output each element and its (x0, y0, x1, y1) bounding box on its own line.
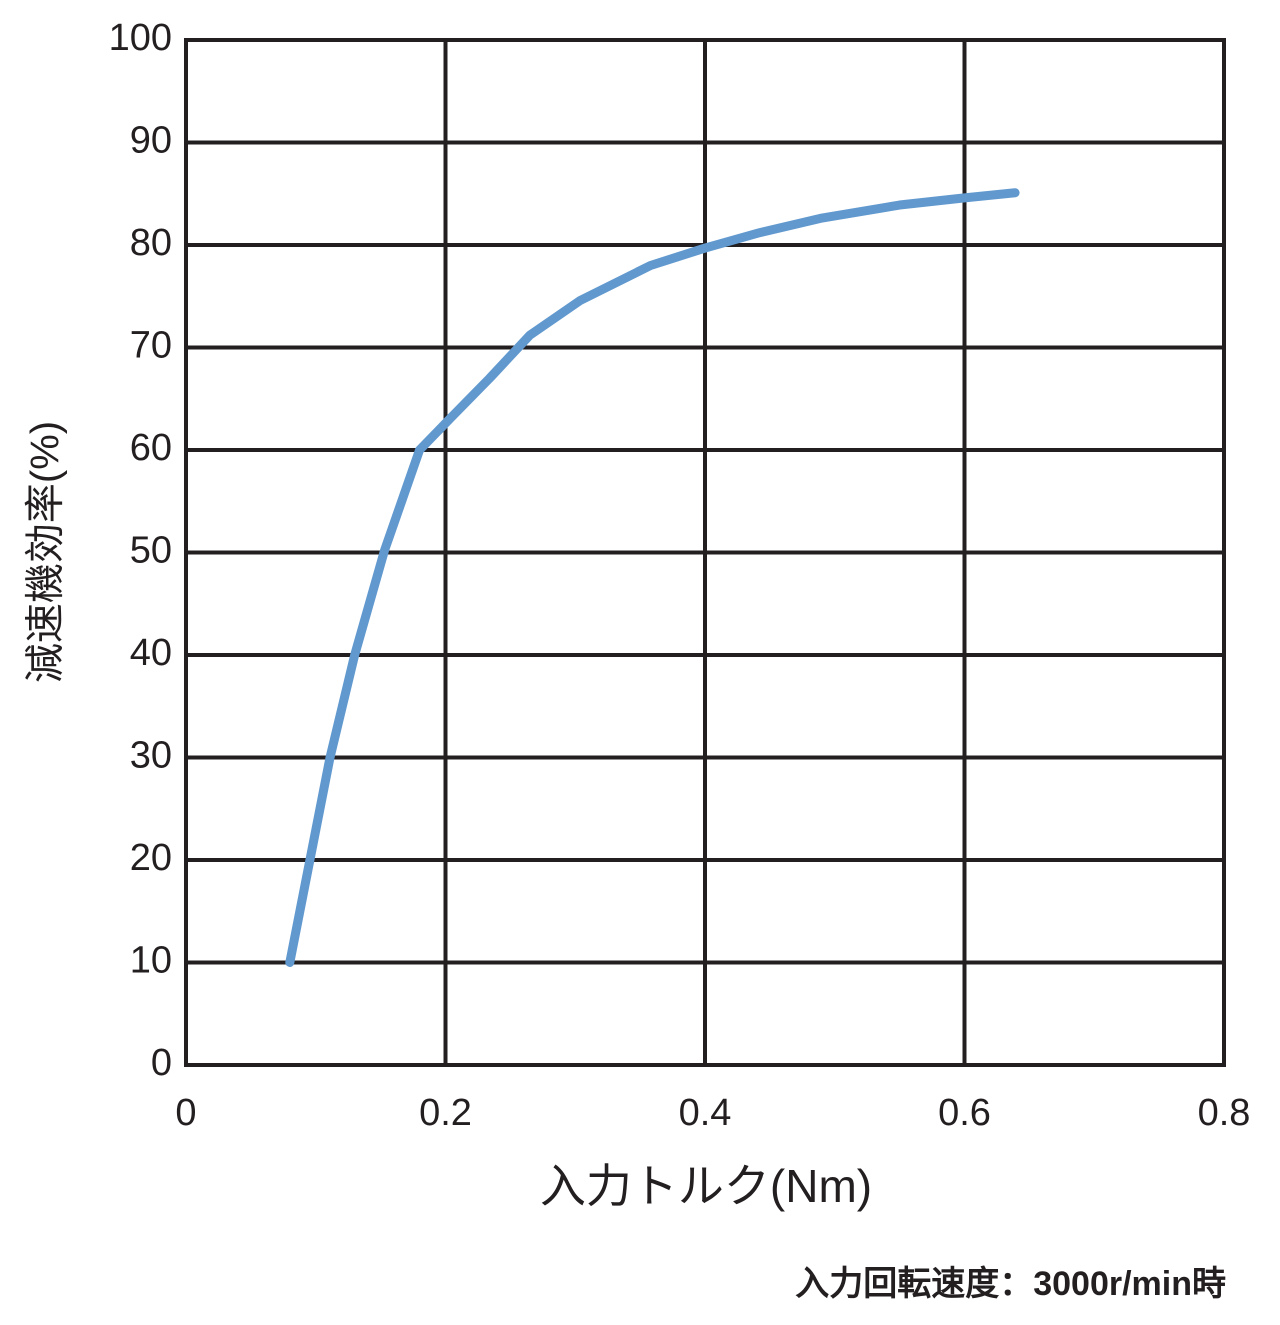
y-tick-label: 50 (130, 530, 172, 572)
x-tick-label: 0.6 (938, 1092, 991, 1134)
x-tick-label: 0.4 (679, 1092, 732, 1134)
y-tick-label: 90 (130, 120, 172, 162)
x-axis-label: 入力トルク(Nm) (540, 1160, 872, 1212)
x-tick-label: 0.2 (419, 1092, 472, 1134)
x-tick-label: 0 (175, 1092, 196, 1134)
y-tick-label: 70 (130, 325, 172, 367)
y-tick-label: 60 (130, 427, 172, 469)
x-tick-label: 0.8 (1198, 1092, 1251, 1134)
y-tick-label: 30 (130, 735, 172, 777)
note: 入力回転速度：3000r/min時 (795, 1265, 1226, 1303)
y-axis-label: 減速機効率(%) (24, 421, 68, 683)
y-tick-label: 20 (130, 837, 172, 879)
y-tick-label: 100 (109, 17, 172, 59)
data-line (285, 188, 1020, 967)
y-tick-label: 40 (130, 632, 172, 674)
plot-frame (184, 38, 1226, 1067)
y-tick-label: 80 (130, 222, 172, 264)
y-tick-label: 0 (151, 1042, 172, 1084)
y-tick-label: 10 (130, 940, 172, 982)
